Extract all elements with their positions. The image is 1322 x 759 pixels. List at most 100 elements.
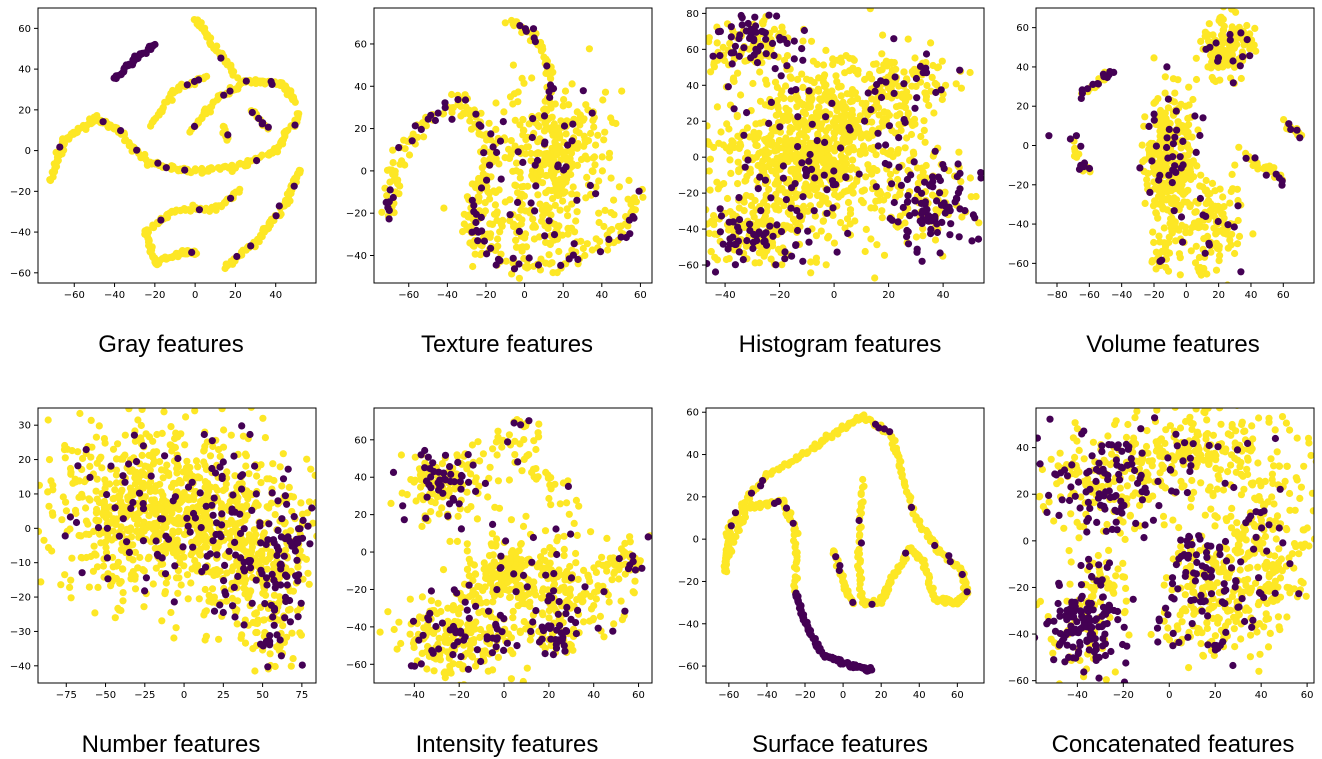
- scatter-point: [1230, 79, 1237, 86]
- scatter-point: [1184, 199, 1191, 206]
- scatter-point: [282, 598, 289, 605]
- scatter-point: [783, 196, 790, 203]
- scatter-point: [901, 219, 908, 226]
- x-tick-label: −80: [1046, 290, 1067, 301]
- scatter-point: [96, 422, 103, 429]
- scatter-point: [187, 579, 194, 586]
- scatter-point: [1163, 144, 1170, 151]
- scatter-point: [291, 513, 298, 520]
- scatter-point: [519, 159, 526, 166]
- scatter-point: [398, 157, 405, 164]
- scatter-point: [238, 422, 245, 429]
- scatter-point: [591, 153, 598, 160]
- scatter-point: [1238, 75, 1245, 82]
- scatter-point: [778, 24, 785, 31]
- scatter-point: [946, 204, 953, 211]
- scatter-point: [580, 245, 587, 252]
- scatter-point: [802, 172, 809, 179]
- scatter-point: [911, 158, 918, 165]
- y-tick-label: −20: [678, 189, 699, 200]
- scatter-point: [1171, 207, 1178, 214]
- scatter-point: [395, 144, 402, 151]
- scatter-point: [171, 562, 178, 569]
- scatter-point: [296, 167, 303, 174]
- scatter-point: [1231, 162, 1238, 169]
- scatter-point: [264, 663, 271, 670]
- scatter-point: [265, 124, 272, 131]
- scatter-point: [729, 60, 736, 67]
- scatter-point: [140, 505, 147, 512]
- scatter-point: [937, 177, 944, 184]
- scatter-point: [295, 613, 302, 620]
- scatter-point: [186, 464, 193, 471]
- scatter-point: [288, 540, 295, 547]
- scatter-point: [253, 490, 260, 497]
- scatter-point: [680, 204, 687, 211]
- caption-histogram: Histogram features: [739, 331, 942, 359]
- scatter-point: [867, 106, 874, 113]
- scatter-point: [466, 117, 473, 124]
- scatter-point: [174, 590, 181, 597]
- scatter-point: [931, 213, 938, 220]
- scatter-point: [807, 269, 814, 276]
- scatter-point: [773, 221, 780, 228]
- scatter-point: [901, 68, 908, 75]
- scatter-point: [723, 256, 730, 263]
- x-tick-label: −60: [398, 290, 419, 301]
- scatter-point: [531, 222, 538, 229]
- scatter-point: [519, 116, 526, 123]
- scatter-point: [234, 620, 241, 627]
- x-tick-label: −75: [56, 690, 77, 701]
- scatter-point: [274, 527, 281, 534]
- scatter-point: [165, 515, 172, 522]
- scatter-point: [112, 614, 119, 621]
- scatter-point: [799, 193, 806, 200]
- scatter-point: [933, 220, 940, 227]
- scatter-point: [549, 173, 556, 180]
- scatter-point: [86, 497, 93, 504]
- scatter-point: [528, 74, 535, 81]
- scatter-point: [238, 631, 245, 638]
- scatter-point: [67, 577, 74, 584]
- scatter-point: [134, 476, 141, 483]
- scatter-point: [534, 122, 541, 129]
- scatter-point: [740, 44, 747, 51]
- scatter-point: [1193, 76, 1200, 83]
- scatter-point: [673, 96, 680, 103]
- scatter-point: [262, 558, 269, 565]
- scatter-point: [967, 69, 974, 76]
- scatter-point: [102, 539, 109, 546]
- scatter-point: [805, 87, 812, 94]
- scatter-point: [278, 482, 285, 489]
- scatter-point: [868, 75, 875, 82]
- scatter-point: [170, 634, 177, 641]
- scatter-point: [890, 35, 897, 42]
- scatter-point: [726, 235, 733, 242]
- scatter-point: [1161, 247, 1168, 254]
- scatter-point: [1243, 155, 1250, 162]
- scatter-point: [559, 181, 566, 188]
- scatter-point: [100, 118, 107, 125]
- scatter-point: [313, 533, 320, 540]
- scatter-point: [791, 38, 798, 45]
- y-tick-label: 0: [25, 146, 31, 157]
- scatter-point: [1206, 20, 1213, 27]
- scatter-point: [1171, 162, 1178, 169]
- scatter-point: [173, 469, 180, 476]
- scatter-point: [956, 185, 963, 192]
- scatter-point: [96, 455, 103, 462]
- scatter-point: [1185, 144, 1192, 151]
- scatter-point: [545, 225, 552, 232]
- scatter-point: [223, 58, 230, 65]
- scatter-point: [211, 608, 218, 615]
- scatter-point: [306, 498, 313, 505]
- scatter-point: [818, 228, 825, 235]
- scatter-point: [213, 566, 220, 573]
- scatter-point: [525, 143, 532, 150]
- scatter-point: [249, 109, 256, 116]
- point-group: [1045, 3, 1305, 290]
- scatter-point: [102, 480, 109, 487]
- scatter-point: [303, 456, 310, 463]
- scatter-point: [1219, 193, 1226, 200]
